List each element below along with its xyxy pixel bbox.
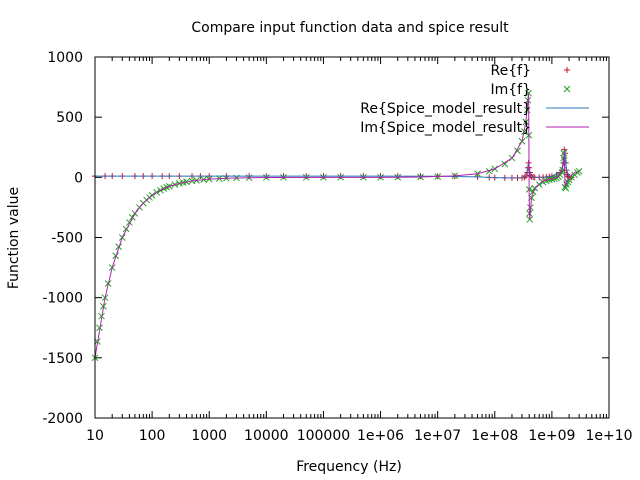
- x-axis-label: Frequency (Hz): [296, 459, 402, 475]
- data-point: [485, 167, 493, 175]
- legend-swatch: [563, 85, 571, 93]
- x-tick-label: 100000: [297, 428, 350, 444]
- y-tick-label: 1000: [47, 50, 83, 66]
- series-3: [95, 149, 570, 179]
- legend: Re{f} Im{f} Re{Spice_model_result} Im{Spice…: [360, 63, 589, 136]
- legend-label: Re{Spice_model_result}: [360, 101, 531, 117]
- chart-title: Compare input function data and spice re…: [191, 20, 509, 36]
- x-tick-label: 10: [86, 428, 104, 444]
- x-tick-label: 1e+06: [357, 428, 404, 444]
- x-tick-label: 1e+09: [528, 428, 575, 444]
- legend-label: Im{Spice_model_result}: [360, 120, 531, 136]
- legend-label: Im{f}: [490, 82, 531, 98]
- x-tick-label: 1000: [191, 428, 227, 444]
- plot-frame: [94, 56, 610, 419]
- data-point: [96, 324, 103, 332]
- series-layer: [91, 89, 583, 362]
- y-tick-label: 0: [74, 170, 83, 186]
- y-tick-label: 500: [56, 110, 83, 126]
- y-axis-label: Function value: [6, 187, 22, 289]
- legend-label: Re{f}: [491, 63, 531, 79]
- x-tick-label: 10000: [244, 428, 289, 444]
- y-tick-label: -500: [51, 231, 83, 247]
- data-point: [501, 160, 509, 168]
- x-tick-label: 1e+07: [414, 428, 461, 444]
- x-tick-label: 1e+10: [585, 428, 632, 444]
- data-point: [568, 173, 575, 181]
- series-line: [95, 149, 570, 179]
- series-4: [94, 93, 580, 358]
- legend-swatch: [564, 67, 570, 73]
- y-ticks: 1000 500 0 -500 -1000 -1500 -2000: [42, 50, 609, 427]
- y-tick-label: -1000: [42, 291, 83, 307]
- x-tick-label: 1e+08: [471, 428, 518, 444]
- y-tick-label: -1500: [42, 351, 83, 367]
- y-tick-label: -2000: [42, 411, 83, 427]
- x-tick-label: 100: [139, 428, 166, 444]
- series-line: [94, 93, 580, 358]
